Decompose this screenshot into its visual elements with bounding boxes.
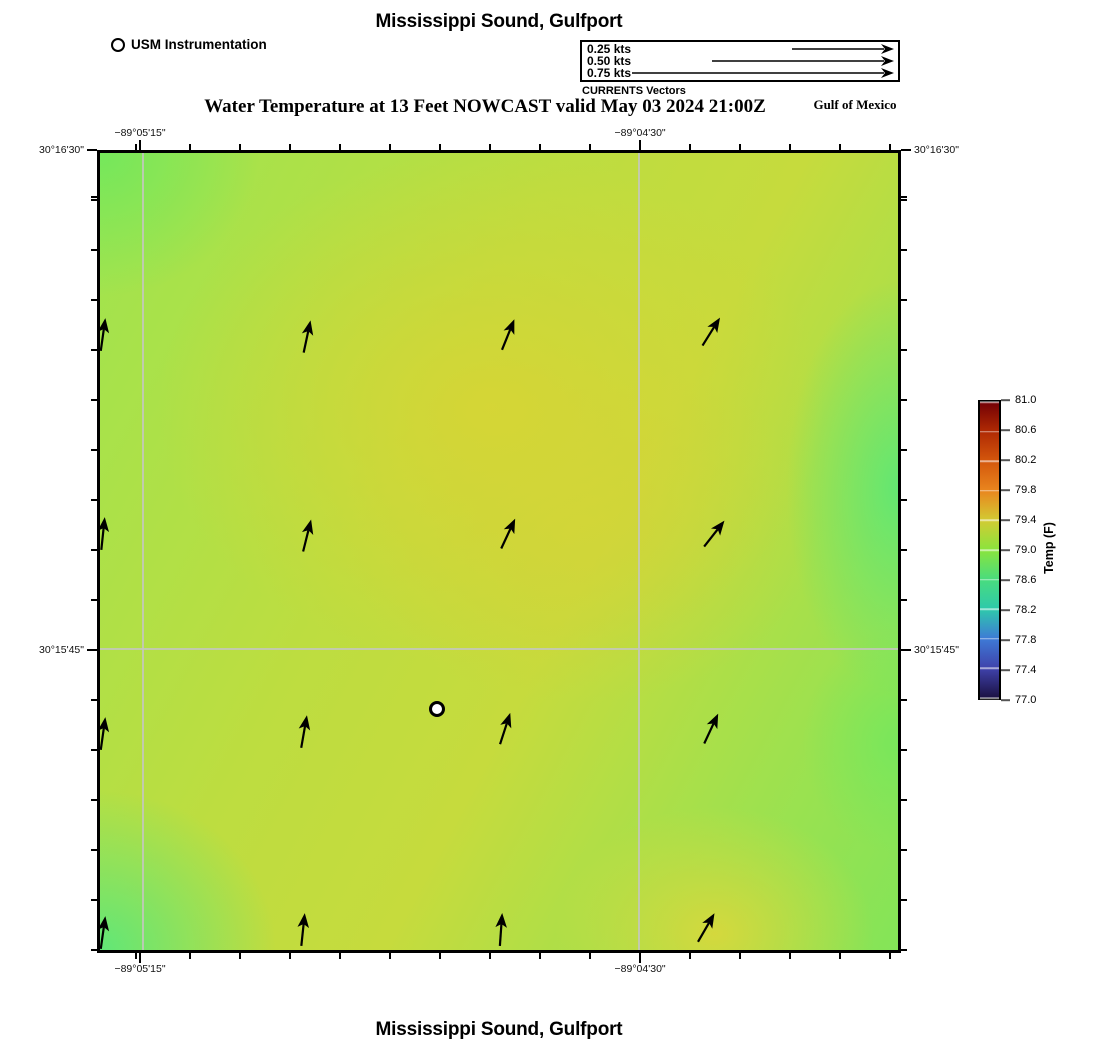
colorbar-axis-label: Temp (F)	[1042, 522, 1056, 574]
current-vector-arrow	[100, 915, 116, 950]
colorbar	[978, 400, 1001, 700]
current-vector-arrow	[695, 514, 733, 554]
colorbar-tick-line	[980, 578, 999, 581]
current-vector-arrow	[292, 318, 321, 356]
axis-ticks-top	[97, 144, 901, 150]
currents-legend-entry-label: 0.75 kts	[587, 66, 632, 80]
station-legend-label: USM Instrumentation	[131, 37, 267, 52]
currents-legend-box: 0.25 kts 0.50 kts 0.75 kts	[580, 40, 900, 82]
current-vector-arrow	[490, 710, 521, 749]
y-axis-tick-label: 30°15'45"	[914, 644, 959, 657]
y-axis-tick-label: 30°16'30"	[914, 144, 959, 156]
colorbar-tick-label: 80.6	[1015, 424, 1037, 436]
colorbar-tick	[1001, 549, 1010, 551]
current-scale-arrow-icon	[792, 44, 894, 54]
colorbar-tick	[1001, 609, 1010, 611]
current-vector-arrow	[290, 714, 318, 751]
colorbar-tick-label: 81.0	[1015, 394, 1037, 406]
colorbar-tick-label: 77.8	[1015, 634, 1037, 646]
currents-legend-entry: 0.50 kts	[582, 54, 898, 68]
colorbar-tick-label: 79.0	[1015, 544, 1037, 556]
axis-major-tick	[901, 648, 911, 652]
current-vector-arrow	[488, 912, 512, 947]
y-axis-tick-label: 30°16'30"	[39, 144, 84, 156]
colorbar-tick	[1001, 429, 1010, 431]
colorbar-tick	[1001, 669, 1010, 671]
colorbar-tick	[1001, 639, 1010, 641]
colorbar-tick-label: 80.2	[1015, 454, 1037, 466]
axis-major-tick	[638, 953, 642, 963]
axis-major-tick	[87, 148, 97, 152]
x-axis-tick-label: −89°04'30"	[614, 963, 666, 975]
colorbar-tick-line	[980, 519, 999, 522]
colorbar-tick-line	[980, 667, 999, 670]
colorbar-tick	[1001, 519, 1010, 521]
region-label: Gulf of Mexico	[813, 97, 897, 112]
current-vector-arrow	[100, 516, 116, 552]
current-vector-arrow	[292, 516, 322, 554]
colorbar-tick-line	[980, 490, 999, 492]
current-vector-arrow	[693, 311, 730, 351]
map-plot	[97, 150, 901, 953]
currents-legend-caption: CURRENTS Vectors	[582, 85, 686, 97]
colorbar-tick	[1001, 399, 1010, 401]
current-scale-arrow-icon	[712, 56, 894, 66]
grid-layer	[100, 153, 898, 950]
current-vector-arrow	[688, 908, 724, 948]
current-vector-arrow	[491, 315, 524, 355]
x-axis-tick-label: −89°04'30"	[614, 127, 666, 139]
map-gridline-vertical	[638, 153, 641, 950]
y-axis-tick-label: 30°15'45"	[39, 644, 84, 657]
axis-major-tick	[901, 148, 911, 152]
page-title: Mississippi Sound, Gulfport	[375, 11, 623, 32]
colorbar-tick-label: 77.0	[1015, 694, 1037, 706]
colorbar-tick-line	[980, 549, 999, 551]
axis-ticks-right	[901, 150, 907, 953]
currents-legend-entry: 0.75 kts	[582, 66, 898, 80]
figure-subtitle: Water Temperature at 13 Feet NOWCAST val…	[204, 96, 766, 117]
current-scale-arrow-icon	[632, 68, 894, 78]
axis-ticks-left	[91, 150, 97, 953]
colorbar-tick-label: 79.4	[1015, 514, 1037, 526]
colorbar-tick-line	[980, 460, 999, 462]
current-vector-arrow	[100, 316, 116, 353]
axis-major-tick	[138, 140, 142, 150]
colorbar-tick-label: 78.2	[1015, 604, 1037, 616]
map-gridline-vertical	[141, 153, 144, 950]
currents-legend-entry-label: 0.25 kts	[587, 42, 632, 56]
axis-major-tick	[87, 648, 97, 652]
axis-ticks-bottom	[97, 953, 901, 959]
current-vectors-layer	[100, 153, 898, 950]
footer-title: Mississippi Sound, Gulfport	[375, 1019, 623, 1040]
x-axis-tick-label: −89°05'15"	[114, 963, 166, 975]
colorbar-tick-label: 79.8	[1015, 484, 1037, 496]
colorbar-tick-line	[980, 401, 999, 403]
colorbar-tick	[1001, 699, 1010, 701]
current-vector-arrow	[100, 716, 116, 753]
colorbar-tick-line	[980, 697, 999, 699]
colorbar-tick-line	[980, 430, 999, 433]
currents-legend-entry-label: 0.50 kts	[587, 54, 632, 68]
currents-legend-entry: 0.25 kts	[582, 42, 898, 56]
usm-station-marker	[429, 700, 446, 717]
colorbar-tick-label: 77.4	[1015, 664, 1037, 676]
axis-major-tick	[638, 140, 642, 150]
current-vector-arrow	[694, 709, 728, 749]
x-axis-tick-label: −89°05'15"	[114, 127, 166, 139]
colorbar-tick	[1001, 459, 1010, 461]
station-legend: USM Instrumentation	[111, 37, 267, 52]
current-vector-arrow	[491, 514, 525, 554]
station-marker-icon	[111, 37, 125, 52]
colorbar-tick-line	[980, 608, 999, 610]
colorbar-tick-label: 78.6	[1015, 574, 1037, 586]
colorbar-tick	[1001, 579, 1010, 581]
colorbar-tick-line	[980, 638, 999, 640]
axis-major-tick	[138, 953, 142, 963]
current-vector-arrow	[291, 912, 316, 948]
colorbar-tick	[1001, 489, 1010, 491]
map-gridline-horizontal	[100, 648, 898, 651]
temperature-field	[100, 153, 898, 950]
